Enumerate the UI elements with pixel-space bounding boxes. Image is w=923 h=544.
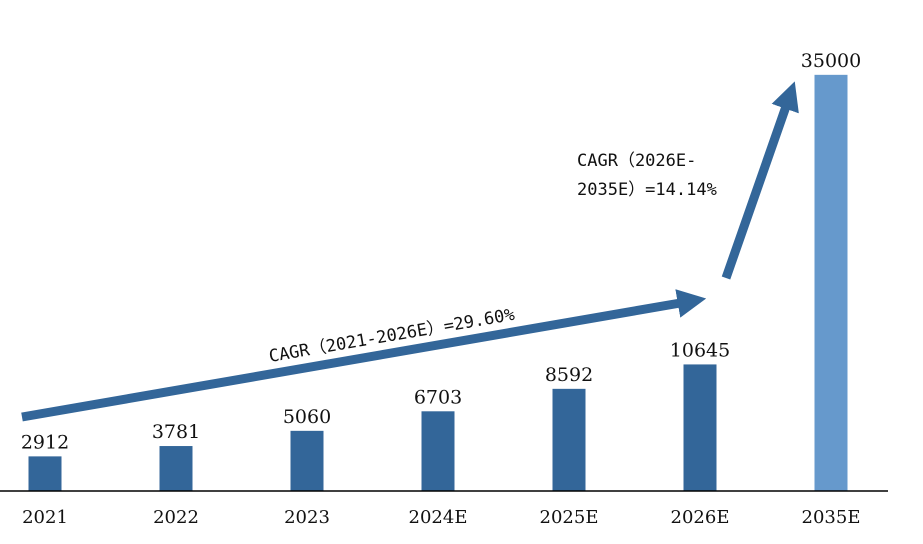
value-label-2025E: 8592 bbox=[545, 364, 593, 386]
x-tick-2022: 2022 bbox=[153, 507, 199, 528]
cagr-2026-2035-label-line1: CAGR（2026E- bbox=[577, 151, 696, 171]
value-label-2022: 3781 bbox=[152, 421, 200, 443]
x-tick-2024E: 2024E bbox=[409, 507, 468, 528]
x-tick-2026E: 2026E bbox=[671, 507, 730, 528]
value-label-2021: 2912 bbox=[21, 431, 69, 453]
value-label-2035E: 35000 bbox=[801, 50, 861, 72]
value-label-2024E: 6703 bbox=[414, 386, 462, 408]
x-tick-2023: 2023 bbox=[284, 507, 330, 528]
cagr-arrow-2021-2026 bbox=[21, 289, 707, 422]
cagr-2026-2035-label-line2: 2035E）=14.14% bbox=[577, 180, 717, 200]
value-label-2026E: 10645 bbox=[670, 339, 730, 361]
bar-2025E bbox=[552, 388, 586, 491]
bar-2024E bbox=[421, 411, 455, 491]
x-tick-2025E: 2025E bbox=[540, 507, 599, 528]
bar-2026E bbox=[683, 364, 717, 491]
x-tick-2035E: 2035E bbox=[802, 507, 861, 528]
bar-2021 bbox=[28, 456, 62, 491]
value-labels-layer: 2912 3781 5060 6703 8592 10645 35000 bbox=[21, 50, 861, 454]
bars-layer bbox=[28, 74, 848, 491]
value-label-2023: 5060 bbox=[283, 406, 331, 428]
bar-2022 bbox=[159, 446, 193, 491]
cagr-arrow-2026-2035 bbox=[721, 81, 799, 280]
bar-2035E bbox=[814, 74, 848, 491]
x-tick-2021: 2021 bbox=[22, 507, 68, 528]
x-tick-labels-layer: 2021 2022 2023 2024E 2025E 2026E 2035E bbox=[22, 507, 860, 528]
bar-2023 bbox=[290, 430, 324, 491]
